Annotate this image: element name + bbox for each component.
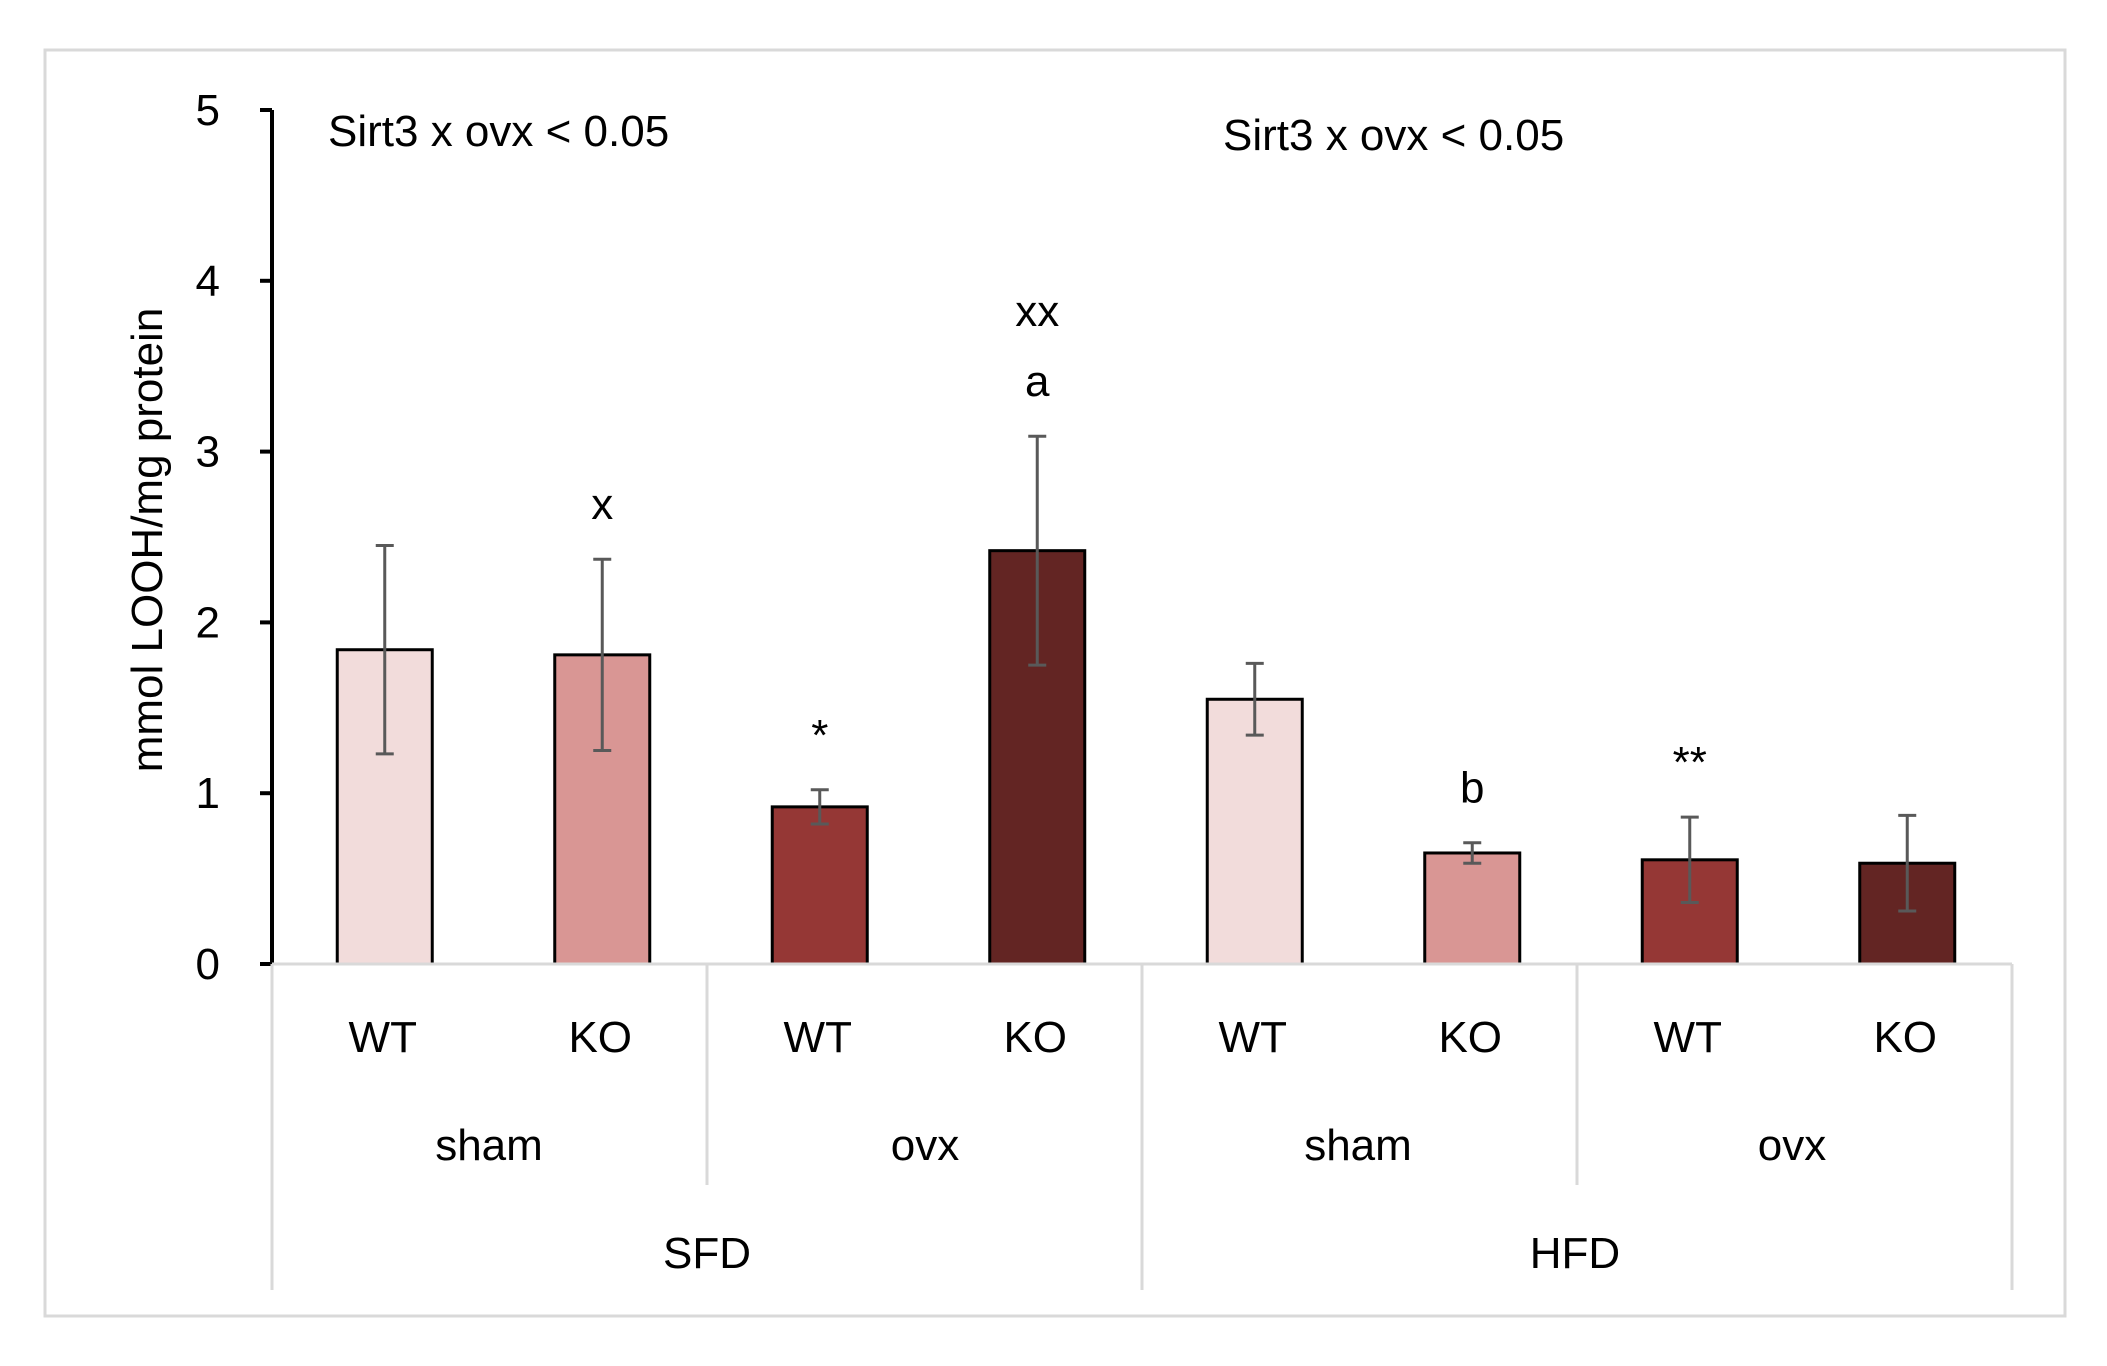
- surgery-label-sfd-sham: sham: [435, 1121, 543, 1170]
- y-axis-label: mmol LOOH/mg protein: [123, 308, 172, 773]
- y-tick-label-4: 4: [196, 257, 220, 306]
- category-label-2: WT: [784, 1013, 852, 1062]
- y-tick-label-5: 5: [196, 86, 220, 135]
- error-bar-7: [1898, 813, 1917, 913]
- error-bar-6: [1680, 815, 1699, 905]
- category-label-1: KO: [568, 1013, 632, 1062]
- stat-label-sfd: Sirt3 x ovx < 0.05: [328, 107, 669, 156]
- category-label-4: WT: [1219, 1013, 1287, 1062]
- bar-5: [1423, 851, 1522, 966]
- error-bar-1: [593, 557, 612, 752]
- bar-4: [1205, 697, 1304, 966]
- error-bar-5: [1463, 841, 1482, 865]
- stat-label-hfd: Sirt3 x ovx < 0.05: [1223, 111, 1564, 160]
- y-tick-label-0: 0: [196, 940, 220, 989]
- error-bar-0: [375, 544, 394, 756]
- chart-border: [43, 48, 2067, 1318]
- annotation-3: a: [1025, 357, 1050, 406]
- annotation-6: **: [1673, 738, 1707, 787]
- category-label-3: KO: [1003, 1013, 1067, 1062]
- error-bar-3: [1028, 434, 1047, 667]
- annotation-1: x: [591, 480, 613, 529]
- surgery-label-hfd-ovx: ovx: [1758, 1121, 1826, 1170]
- category-label-7: KO: [1873, 1013, 1937, 1062]
- y-tick-label-2: 2: [196, 598, 220, 647]
- surgery-label-hfd-sham: sham: [1304, 1121, 1412, 1170]
- diet-label-hfd: HFD: [1530, 1229, 1620, 1278]
- error-bar-4: [1245, 661, 1264, 737]
- error-bar-2: [810, 788, 829, 826]
- category-label-5: KO: [1438, 1013, 1502, 1062]
- annotation-5: b: [1460, 764, 1484, 813]
- annotation-2: *: [811, 711, 828, 760]
- category-label-0: WT: [349, 1013, 417, 1062]
- bar-2: [770, 805, 869, 966]
- surgery-label-sfd-ovx: ovx: [891, 1121, 959, 1170]
- y-tick-label-1: 1: [196, 769, 220, 818]
- diet-label-sfd: SFD: [663, 1229, 751, 1278]
- category-label-6: WT: [1654, 1013, 1722, 1062]
- annotation-top-3: xx: [1015, 287, 1059, 336]
- y-tick-label-3: 3: [196, 428, 220, 477]
